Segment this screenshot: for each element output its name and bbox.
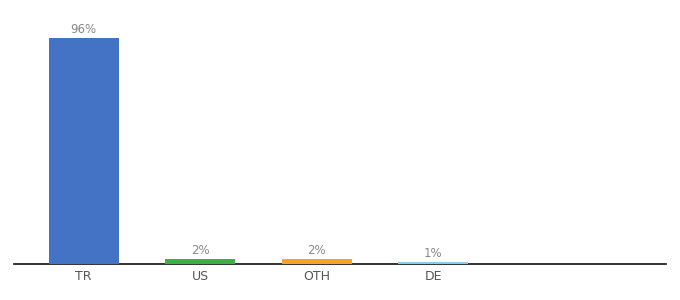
Bar	[48, 38, 118, 264]
Text: 2%: 2%	[191, 244, 209, 257]
Text: 2%: 2%	[307, 244, 326, 257]
Text: 1%: 1%	[424, 247, 443, 260]
Text: 96%: 96%	[71, 22, 97, 36]
Bar	[282, 259, 352, 264]
Bar	[398, 262, 469, 264]
Bar	[165, 259, 235, 264]
